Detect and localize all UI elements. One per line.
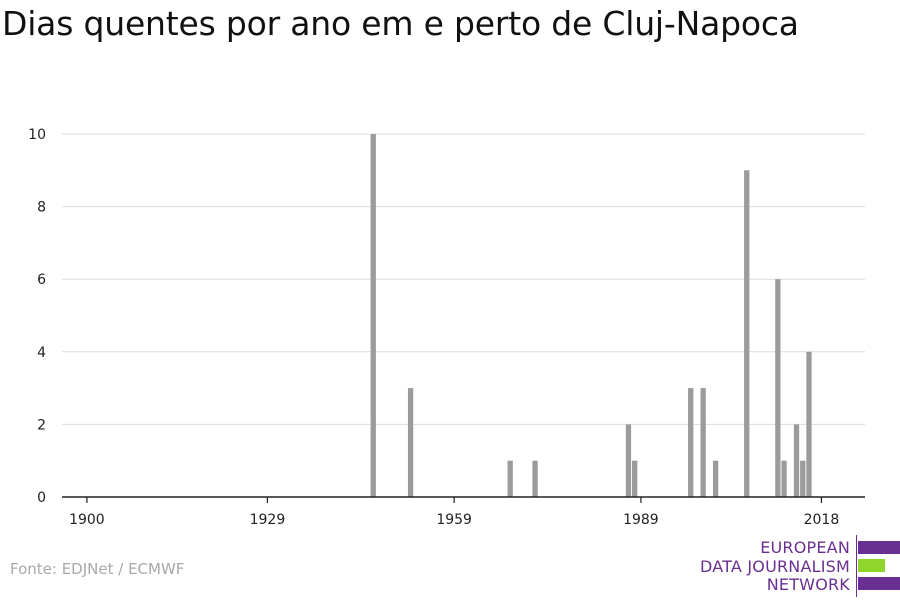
bar-2014 [793, 424, 800, 497]
bar-1952 [407, 388, 414, 497]
y-tick-label: 10 [28, 127, 46, 143]
bar-2012 [781, 460, 787, 497]
chart-title: Dias quentes por ano em e perto de Cluj-… [2, 4, 799, 43]
x-tick-label: 2018 [804, 512, 840, 528]
source-note: Fonte: EDJNet / ECMWF [10, 560, 185, 578]
bar-2001 [712, 460, 719, 497]
edjnet-logo: EUROPEAN DATA JOURNALISM NETWORK [700, 535, 900, 597]
y-tick-labels: 0 2 4 6 8 10 [28, 127, 46, 506]
x-tick-label: 1929 [250, 512, 286, 528]
logo-bar-purple-top [858, 541, 900, 554]
bar-1946 [370, 134, 376, 497]
x-tick-label: 1989 [623, 512, 659, 528]
x-tick-label: 1959 [436, 512, 472, 528]
bar-2006 [744, 170, 750, 498]
logo-line-3: NETWORK [766, 575, 850, 594]
bar-1988 [632, 460, 638, 497]
bar-1987 [625, 424, 632, 497]
logo-line-1: EUROPEAN [760, 538, 850, 557]
y-tick-label: 8 [37, 200, 46, 216]
logo-divider [856, 535, 857, 597]
y-tick-label: 4 [37, 345, 46, 361]
bar-2011 [775, 279, 781, 497]
gridlines [62, 133, 865, 425]
bar-1972 [532, 460, 538, 497]
y-tick-label: 0 [37, 490, 46, 506]
bar-1999 [700, 388, 706, 497]
logo-line-2: DATA JOURNALISM [700, 556, 850, 576]
bar-2016 [806, 351, 812, 497]
x-tick-label: 1900 [69, 512, 105, 528]
x-ticks: 1900 1929 1959 1989 2018 [69, 497, 839, 528]
bar-1997 [688, 388, 694, 497]
bars [370, 134, 812, 498]
y-tick-label: 6 [37, 272, 46, 288]
logo-bar-purple-bottom [858, 577, 900, 590]
logo-bar-green [858, 559, 885, 572]
bar-2015 [800, 460, 806, 497]
bar-1968 [507, 460, 513, 497]
logo-text: EUROPEAN DATA JOURNALISM NETWORK [700, 538, 850, 595]
y-tick-label: 2 [37, 417, 46, 433]
